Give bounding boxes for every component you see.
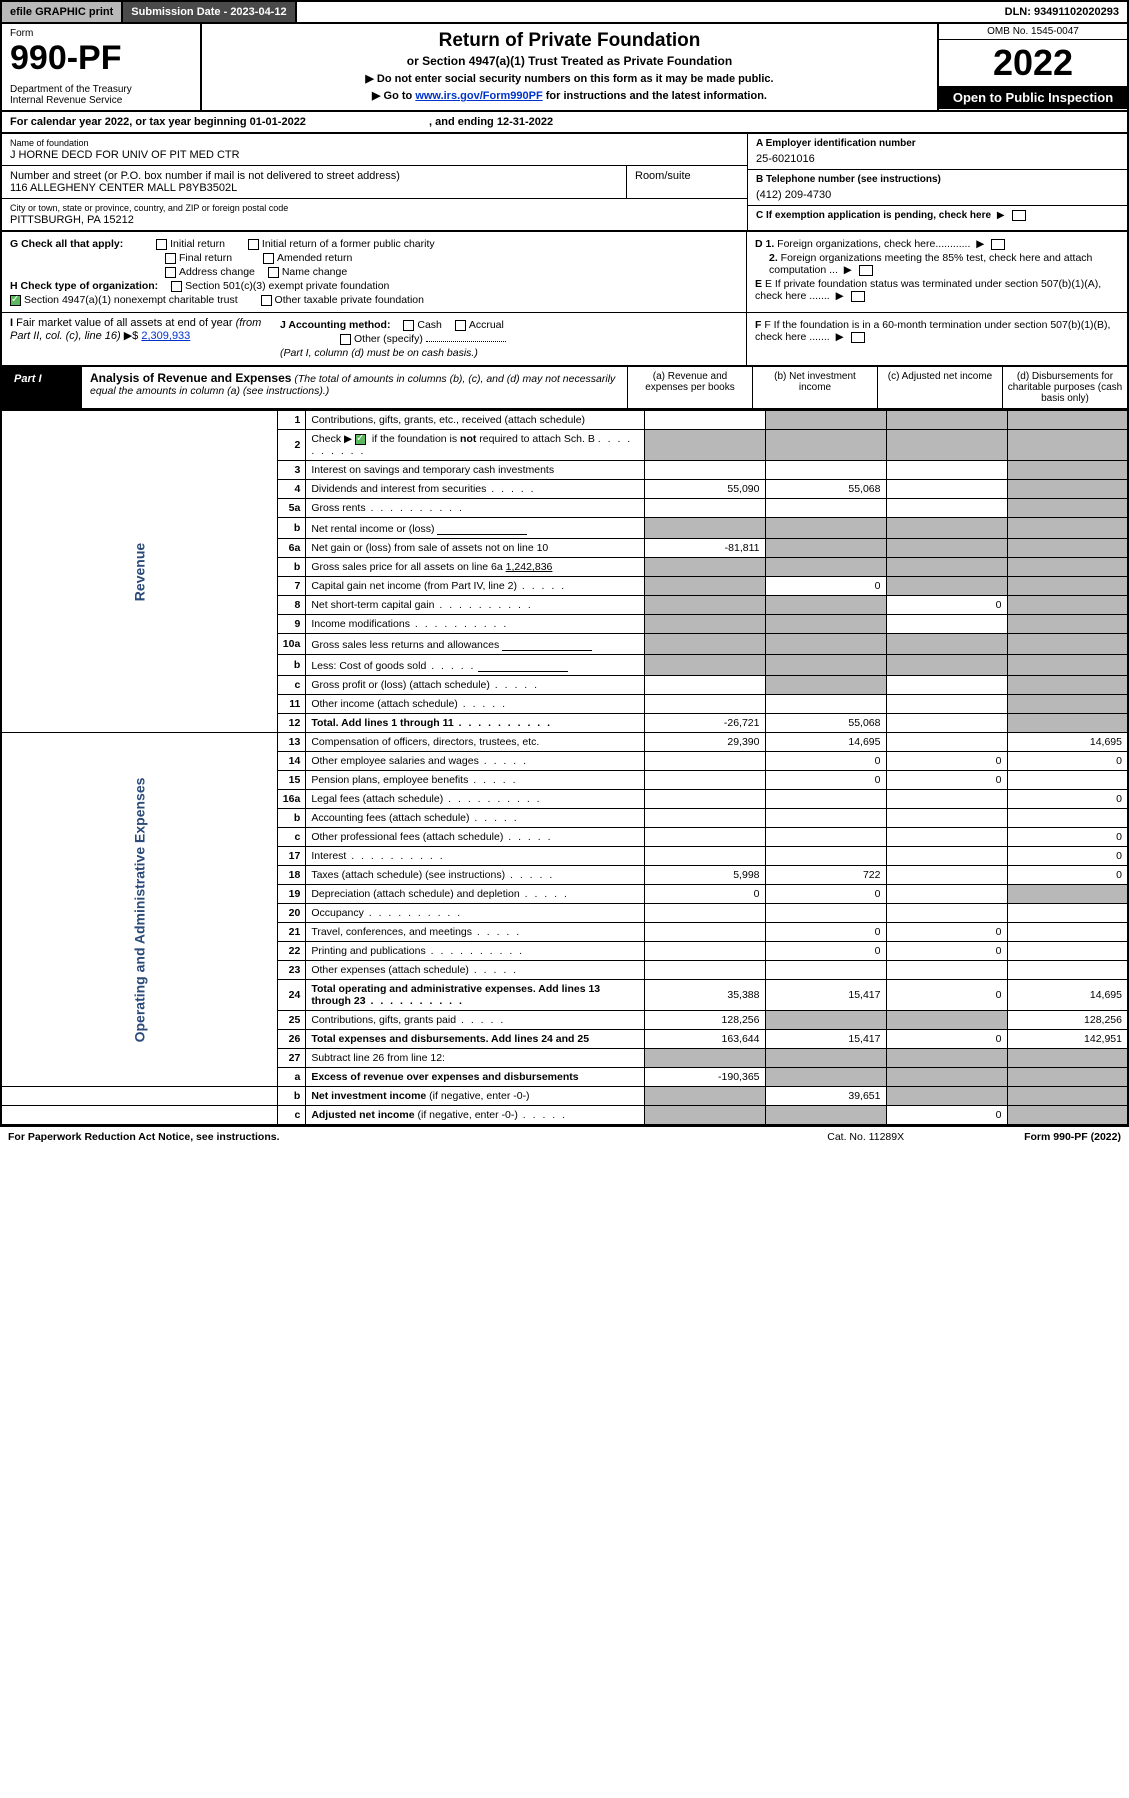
city: PITTSBURGH, PA 15212: [10, 214, 739, 226]
d1-checkbox[interactable]: [991, 239, 1005, 250]
form-subtitle: or Section 4947(a)(1) Trust Treated as P…: [212, 54, 927, 68]
dln: DLN: 93491102020293: [997, 2, 1127, 22]
e-checkbox[interactable]: [851, 291, 865, 302]
chk-initial-former[interactable]: [248, 239, 259, 250]
ein-label: A Employer identification number: [756, 138, 916, 149]
foundation-name: J HORNE DECD FOR UNIV OF PIT MED CTR: [10, 149, 739, 161]
main-table: Revenue 1Contributions, gifts, grants, e…: [0, 410, 1129, 1126]
checks-block: G Check all that apply: Initial return I…: [0, 232, 1129, 367]
chk-4947[interactable]: [10, 295, 21, 306]
form-ref: Form 990-PF (2022): [1024, 1131, 1121, 1143]
expenses-side: Operating and Administrative Expenses: [131, 777, 147, 1042]
chk-address[interactable]: [165, 267, 176, 278]
city-label: City or town, state or province, country…: [10, 203, 739, 213]
entity-block: Name of foundation J HORNE DECD FOR UNIV…: [0, 134, 1129, 232]
g-label: G Check all that apply:: [10, 238, 123, 250]
chk-initial[interactable]: [156, 239, 167, 250]
inspection: Open to Public Inspection: [939, 86, 1127, 109]
calendar-year-row: For calendar year 2022, or tax year begi…: [0, 112, 1129, 134]
cat-no: Cat. No. 11289X: [827, 1131, 904, 1143]
chk-schb[interactable]: [355, 434, 366, 445]
paperwork-notice: For Paperwork Reduction Act Notice, see …: [8, 1131, 280, 1143]
irs-link[interactable]: www.irs.gov/Form990PF: [415, 90, 542, 102]
name-label: Name of foundation: [10, 138, 739, 148]
dept: Department of the Treasury Internal Reve…: [10, 84, 192, 106]
footer: For Paperwork Reduction Act Notice, see …: [0, 1126, 1129, 1147]
chk-final[interactable]: [165, 253, 176, 264]
chk-other-tax[interactable]: [261, 295, 272, 306]
phone: (412) 209-4730: [756, 189, 1119, 201]
note-ssn: ▶ Do not enter social security numbers o…: [212, 72, 927, 85]
ein: 25-6021016: [756, 153, 1119, 165]
fmv-link[interactable]: 2,309,933: [141, 330, 190, 342]
chk-cash[interactable]: [403, 320, 414, 331]
col-b: (b) Net investment income: [752, 367, 877, 408]
efile-label: efile GRAPHIC print: [2, 2, 123, 22]
phone-label: B Telephone number (see instructions): [756, 174, 941, 185]
top-bar: efile GRAPHIC print Submission Date - 20…: [0, 0, 1129, 24]
chk-amended[interactable]: [263, 253, 274, 264]
j-note: (Part I, column (d) must be on cash basi…: [280, 347, 738, 359]
form-number: 990-PF: [10, 39, 192, 78]
chk-accrual[interactable]: [455, 320, 466, 331]
arrow-icon: ▶: [997, 210, 1005, 221]
c-checkbox[interactable]: [1012, 210, 1026, 221]
form-header: Form 990-PF Department of the Treasury I…: [0, 24, 1129, 112]
tax-year: 2022: [939, 40, 1127, 86]
submission-date: Submission Date - 2023-04-12: [123, 2, 296, 22]
address: 116 ALLEGHENY CENTER MALL P8YB3502L: [10, 182, 618, 194]
form-label: Form: [10, 28, 192, 39]
room-label: Room/suite: [635, 170, 739, 182]
d2-checkbox[interactable]: [859, 265, 873, 276]
f-checkbox[interactable]: [851, 332, 865, 343]
col-a: (a) Revenue and expenses per books: [627, 367, 752, 408]
part1-title: Analysis of Revenue and Expenses: [90, 371, 291, 385]
addr-label: Number and street (or P.O. box number if…: [10, 170, 618, 182]
chk-name[interactable]: [268, 267, 279, 278]
j-label: J Accounting method:: [280, 319, 390, 331]
col-c: (c) Adjusted net income: [877, 367, 1002, 408]
chk-other-acct[interactable]: [340, 334, 351, 345]
note-link: ▶ Go to www.irs.gov/Form990PF for instru…: [212, 89, 927, 102]
h-label: H Check type of organization:: [10, 280, 158, 292]
chk-501c3[interactable]: [171, 281, 182, 292]
part1-header: Part I Analysis of Revenue and Expenses …: [0, 367, 1129, 410]
part1-tab: Part I: [2, 367, 82, 408]
omb: OMB No. 1545-0047: [939, 24, 1127, 40]
form-title: Return of Private Foundation: [212, 30, 927, 52]
c-label: C If exemption application is pending, c…: [756, 210, 991, 221]
revenue-side: Revenue: [131, 439, 147, 704]
col-d: (d) Disbursements for charitable purpose…: [1002, 367, 1127, 408]
